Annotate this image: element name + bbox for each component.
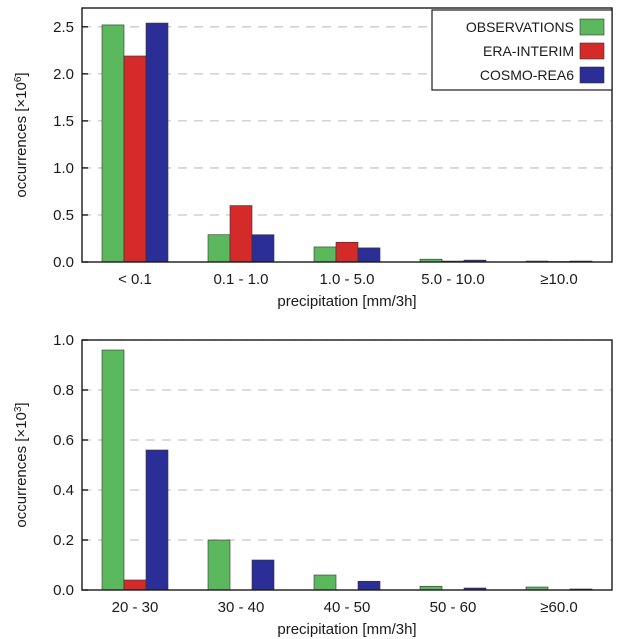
y-tick-label: 1.0: [53, 332, 74, 349]
y-axis-title-text: occurrences [×10: [13, 412, 30, 527]
bar-era-interim: [123, 579, 147, 591]
gridlines: [82, 26, 612, 216]
bar-observations: [207, 539, 231, 591]
y-tick-label: 2.0: [53, 66, 74, 83]
y-tick-label: 0.5: [53, 207, 74, 224]
x-tick-label: 50 - 60: [430, 599, 477, 616]
y-axis-title-exponent: 3: [13, 406, 24, 412]
bar-observations: [313, 574, 337, 591]
y-tick-labels: 0.0 0.5 1.0 1.5 2.0 2.5: [53, 19, 74, 271]
chart-panel-bottom: 0.0 0.2 0.4 0.6 0.8 1.0 20 - 30 30 - 40 40 - 50…: [13, 332, 613, 638]
bar-cosmo-rea6: [251, 559, 275, 591]
y-axis-title: occurrences [×103]: [13, 402, 31, 527]
x-tick-label: < 0.1: [118, 271, 152, 288]
plot-frame: [81, 339, 613, 591]
bars: [101, 22, 593, 263]
x-tick-label: 40 - 50: [324, 599, 371, 616]
legend-item-era-interim: ERA-INTERIM: [483, 42, 605, 60]
x-axis-title: precipitation [mm/3h]: [277, 621, 416, 638]
y-axis-title: occurrences [×106]: [13, 72, 31, 197]
bar-era-interim: [335, 241, 359, 263]
x-tick-labels: < 0.1 0.1 - 1.0 1.0 - 5.0 5.0 - 10.0 ≥10.0: [118, 271, 578, 288]
legend-label-observations: OBSERVATIONS: [466, 19, 574, 35]
y-tick-label: 0.4: [53, 482, 74, 499]
x-axis-title: precipitation [mm/3h]: [277, 293, 416, 310]
bar-observations: [101, 24, 125, 263]
legend-swatch-observations: [579, 18, 605, 36]
y-axis-title-exponent: 6: [13, 76, 24, 82]
y-axis-title-close: ]: [13, 402, 30, 406]
plot-frame: [81, 7, 613, 263]
x-tick-labels: 20 - 30 30 - 40 40 - 50 50 - 60 ≥60.0: [112, 599, 578, 616]
bar-era-interim: [229, 205, 253, 263]
y-tick-label: 0.0: [53, 254, 74, 271]
y-tick-label: 1.0: [53, 160, 74, 177]
y-tick-label: 0.0: [53, 582, 74, 599]
x-tick-label: 30 - 40: [218, 599, 265, 616]
y-tick-labels: 0.0 0.2 0.4 0.6 0.8 1.0: [53, 332, 74, 599]
y-tick-label: 0.2: [53, 532, 74, 549]
bar-era-interim: [123, 55, 147, 263]
legend-item-observations: OBSERVATIONS: [466, 18, 605, 36]
bar-observations: [313, 246, 337, 263]
legend-label-era-interim: ERA-INTERIM: [483, 43, 574, 59]
legend-label-cosmo-rea6: COSMO-REA6: [480, 67, 574, 83]
bar-cosmo-rea6: [357, 580, 381, 591]
x-tick-label: ≥10.0: [540, 271, 577, 288]
y-tick-label: 0.6: [53, 432, 74, 449]
x-tick-label: 0.1 - 1.0: [213, 271, 268, 288]
legend-swatch-era-interim: [579, 42, 605, 60]
x-tick-label: 20 - 30: [112, 599, 159, 616]
y-tick-label: 2.5: [53, 19, 74, 36]
y-axis-title-text: occurrences [×10: [13, 82, 30, 197]
bar-observations: [101, 349, 125, 591]
y-axis-title-close: ]: [13, 72, 30, 76]
bar-cosmo-rea6: [145, 22, 169, 263]
bar-cosmo-rea6: [251, 234, 275, 263]
chart-panel-top: 0.0 0.5 1.0 1.5 2.0 2.5 < 0.1 0.1 - 1.0 1.0 - 5…: [13, 7, 613, 310]
legend-item-cosmo-rea6: COSMO-REA6: [480, 66, 605, 84]
bar-cosmo-rea6: [357, 247, 381, 263]
x-tick-label: 5.0 - 10.0: [421, 271, 484, 288]
bar-cosmo-rea6: [145, 449, 169, 591]
x-tick-label: ≥60.0: [540, 599, 577, 616]
y-tick-label: 0.8: [53, 382, 74, 399]
axis-ticks: [82, 339, 88, 591]
bar-observations: [207, 234, 231, 263]
legend-swatch-cosmo-rea6: [579, 66, 605, 84]
x-tick-label: 1.0 - 5.0: [319, 271, 374, 288]
legend: OBSERVATIONS ERA-INTERIM COSMO-REA6: [431, 9, 613, 91]
y-tick-label: 1.5: [53, 113, 74, 130]
bars: [101, 349, 593, 591]
axis-ticks: [82, 26, 88, 263]
